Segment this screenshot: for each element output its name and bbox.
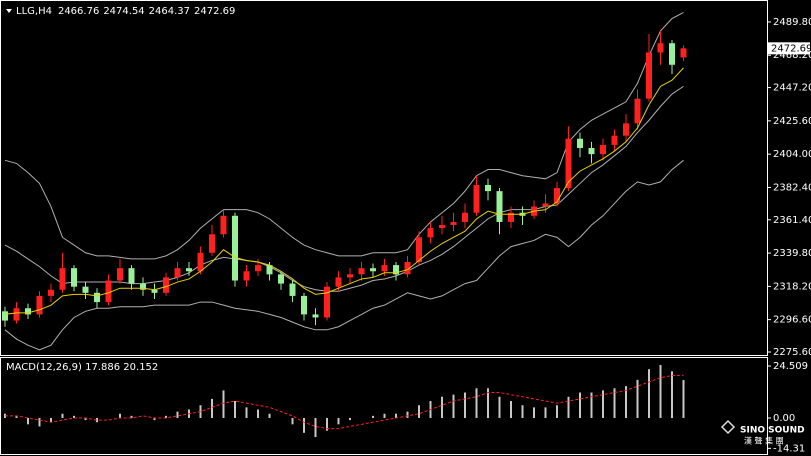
candle-body (174, 268, 181, 278)
header: LLG,H4 2466.76 2474.54 2464.37 2472.69 (16, 6, 235, 17)
candle-body (623, 123, 629, 136)
price-panel-frame (0, 0, 768, 356)
candle-body (128, 268, 135, 284)
candle-body (554, 188, 560, 204)
candle-body (186, 268, 192, 272)
candle-body (588, 147, 595, 155)
logo-diamond (720, 419, 736, 435)
moving-average (4, 67, 684, 315)
candle-body (266, 265, 273, 275)
candle-body (324, 286, 330, 318)
y-tick-label: 0.00 (773, 413, 795, 424)
y-tick-label: 2339.80 (773, 248, 811, 259)
candle-body (105, 280, 112, 303)
candle-body (450, 221, 457, 226)
y-tick-label: 2318.20 (773, 281, 811, 292)
candle-body (646, 52, 652, 99)
candle-body (82, 286, 89, 293)
candle-body (358, 268, 365, 275)
y-tick-label: 2489.80 (773, 17, 811, 28)
symbol: LLG,H4 (16, 6, 52, 17)
candle-body (312, 314, 319, 318)
y-tick-label: 2361.40 (773, 215, 811, 226)
y-tick-label: 2425.60 (773, 116, 811, 127)
price-box (768, 42, 810, 55)
candle-body (427, 228, 434, 238)
candle-body (220, 215, 227, 235)
candle-body (634, 98, 641, 124)
candle-body (232, 215, 238, 281)
candle-body (611, 135, 618, 145)
candle-body (496, 191, 503, 222)
candle-body (370, 268, 376, 272)
candle-body (439, 225, 445, 229)
candle-body (347, 274, 353, 278)
candle-body (13, 308, 20, 321)
candle-body (542, 203, 549, 207)
candle-body (289, 283, 296, 296)
candle-body (508, 212, 514, 222)
candle-body (301, 295, 307, 315)
candle-body (657, 43, 664, 53)
y-tick-label: 2447.20 (773, 83, 811, 94)
price-label: 2472.69 (771, 43, 811, 54)
candle-body (462, 212, 468, 222)
candle-body (600, 144, 606, 155)
candle-body (48, 289, 54, 296)
candle-body (381, 265, 388, 272)
y-tick-label: 2468.20 (773, 50, 811, 61)
candle-body (278, 274, 284, 284)
candle-body (140, 283, 146, 290)
bollinger-lower (4, 159, 684, 351)
candle-body (209, 234, 215, 253)
candle-body (680, 48, 687, 58)
y-tick-label: 2404.00 (773, 149, 811, 160)
macd-signal (5, 374, 684, 430)
y-tick-label: 24.509 (773, 361, 808, 372)
candle-body (71, 268, 77, 287)
candle-body (565, 138, 572, 189)
candle-body (2, 311, 8, 321)
candle-body (151, 289, 158, 293)
candle-body (416, 237, 422, 263)
candle-body (197, 252, 204, 272)
candle-body (404, 262, 411, 275)
brand: SINO SOUND (740, 426, 805, 436)
brand-chinese: 漢 聲 集 團 (744, 436, 784, 446)
candle-body (94, 292, 100, 303)
candle-body (255, 265, 261, 272)
y-tick-label: 2382.40 (773, 182, 811, 193)
bollinger-middle (4, 85, 684, 292)
candle-body (335, 277, 342, 287)
candle-body (577, 138, 583, 148)
header-high: 2474.54 (103, 6, 144, 17)
candle-body (163, 277, 169, 293)
macd-panel-frame (0, 357, 768, 455)
candle-body (473, 184, 480, 213)
candle-body (36, 295, 43, 315)
candle-body (243, 271, 250, 281)
candle-body (485, 184, 491, 192)
macd-title: MACD(12,26,9) 17.886 20.152 (6, 362, 158, 373)
candle-body (59, 268, 66, 290)
watermark: SINO SOUND 漢 聲 集 團 (720, 419, 805, 446)
y-tick-label: -14.31 (773, 443, 805, 454)
y-tick-label: 2275.60 (773, 347, 811, 358)
candle-body (393, 265, 399, 275)
candle-body (117, 268, 123, 281)
header-low: 2464.37 (149, 6, 190, 17)
header-open: 2466.76 (58, 6, 99, 17)
candle-body (25, 308, 31, 315)
menu-triangle[interactable] (6, 9, 12, 13)
candle-body (669, 43, 675, 65)
header-close: 2472.69 (194, 6, 235, 17)
y-tick-label: 2296.60 (773, 315, 811, 326)
